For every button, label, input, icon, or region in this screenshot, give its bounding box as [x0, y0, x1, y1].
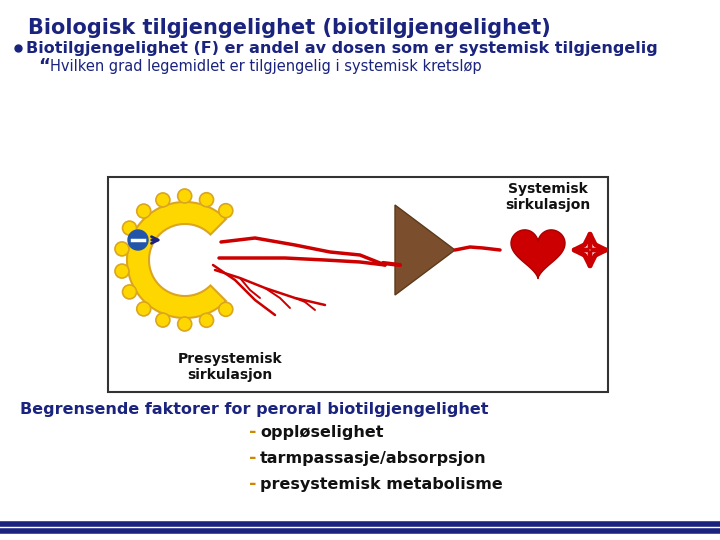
- Polygon shape: [395, 205, 455, 295]
- Circle shape: [219, 302, 233, 316]
- Circle shape: [115, 242, 129, 256]
- Text: oppløselighet: oppløselighet: [260, 424, 384, 440]
- Polygon shape: [127, 202, 226, 318]
- Text: Hvilken grad legemidlet er tilgjengelig i systemisk kretsløp: Hvilken grad legemidlet er tilgjengelig …: [50, 58, 482, 73]
- Text: presystemisk metabolisme: presystemisk metabolisme: [260, 476, 503, 491]
- Text: -: -: [248, 475, 256, 493]
- Circle shape: [128, 230, 148, 250]
- Circle shape: [199, 193, 214, 207]
- Text: -: -: [248, 449, 256, 467]
- Text: Begrensende faktorer for peroral biotilgjengelighet: Begrensende faktorer for peroral biotilg…: [20, 402, 488, 417]
- Text: “: “: [38, 57, 50, 75]
- Circle shape: [156, 193, 170, 207]
- Circle shape: [122, 285, 137, 299]
- Text: Systemisk
sirkulasjon: Systemisk sirkulasjon: [505, 182, 590, 212]
- Text: -: -: [248, 423, 256, 441]
- Circle shape: [137, 302, 150, 316]
- Circle shape: [199, 313, 214, 327]
- Bar: [108, 177, 608, 392]
- Circle shape: [178, 317, 192, 331]
- Text: Biotilgjengelighet (F) er andel av dosen som er systemisk tilgjengelig: Biotilgjengelighet (F) er andel av dosen…: [26, 40, 658, 56]
- Text: Biologisk tilgjengelighet (biotilgjengelighet): Biologisk tilgjengelighet (biotilgjengel…: [28, 18, 551, 38]
- Text: tarmpassasje/absorpsjon: tarmpassasje/absorpsjon: [260, 450, 487, 465]
- Text: Presystemisk
sirkulasjon: Presystemisk sirkulasjon: [178, 352, 282, 382]
- Circle shape: [137, 204, 150, 218]
- Circle shape: [122, 221, 137, 235]
- Polygon shape: [511, 230, 565, 279]
- Circle shape: [156, 313, 170, 327]
- Circle shape: [178, 189, 192, 203]
- Circle shape: [115, 264, 129, 278]
- Circle shape: [219, 204, 233, 218]
